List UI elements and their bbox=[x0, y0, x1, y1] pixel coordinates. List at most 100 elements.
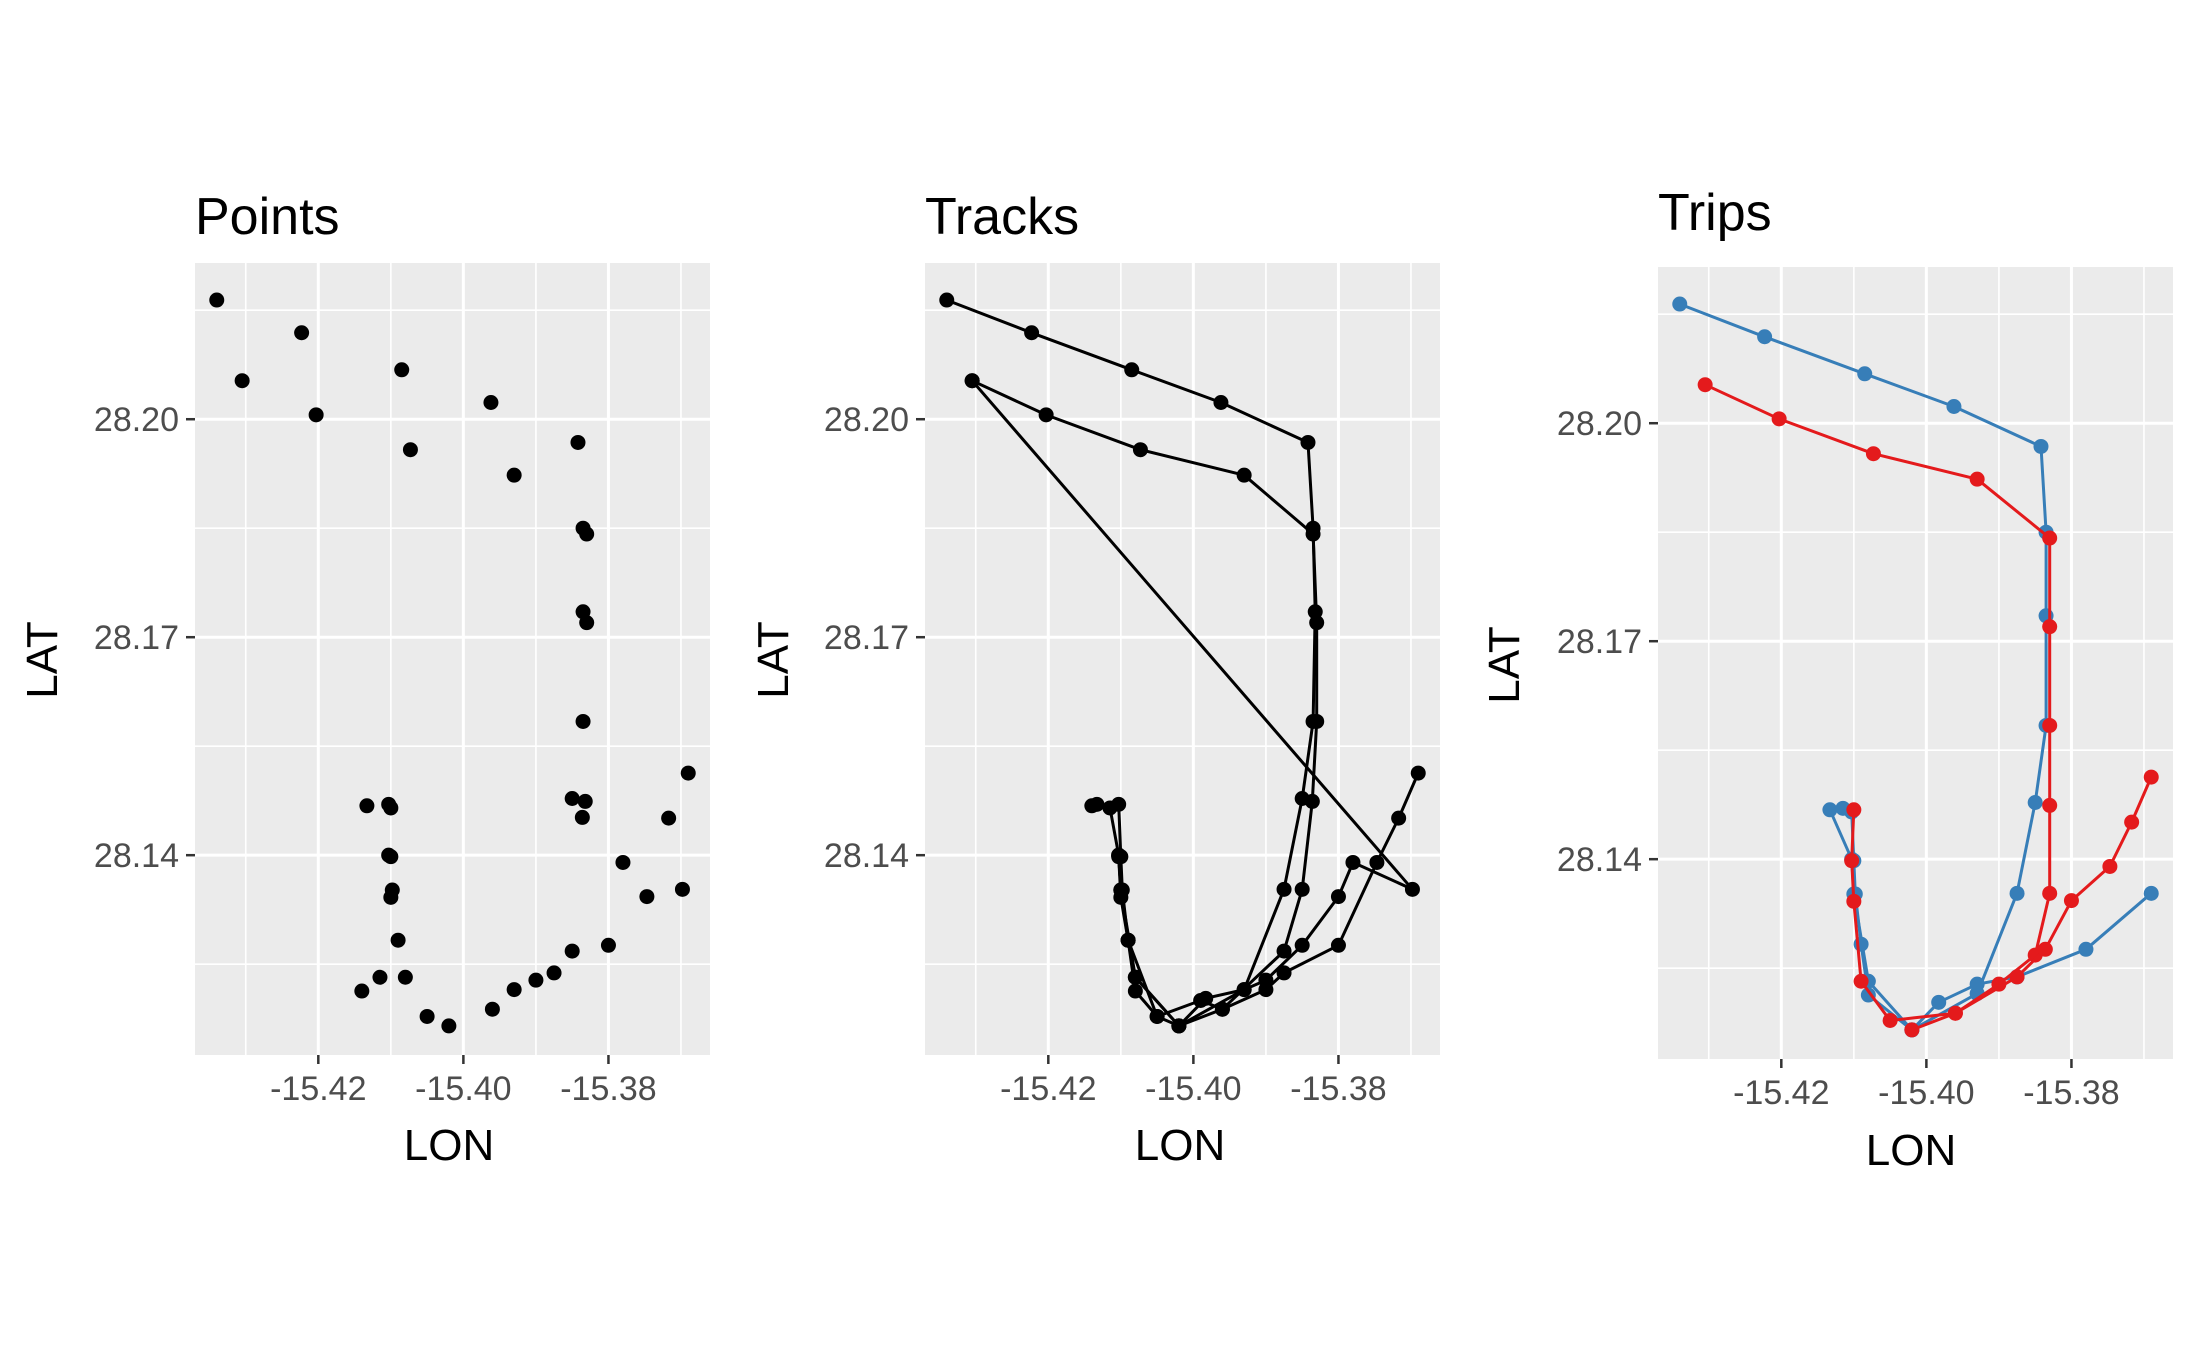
data-point bbox=[2027, 795, 2043, 811]
data-point bbox=[2042, 717, 2058, 733]
data-point bbox=[2009, 969, 2025, 985]
trips-panel: Trips LON LAT -15.42 -15.40 -15.38 28.14 28.… bbox=[1480, 184, 2173, 1175]
panel-title-points: Points bbox=[195, 188, 340, 246]
data-point bbox=[2078, 941, 2094, 957]
data-point bbox=[483, 395, 499, 411]
data-point bbox=[600, 937, 616, 953]
data-point bbox=[308, 407, 324, 423]
y-tick-label: 28.17 bbox=[94, 619, 179, 657]
data-point bbox=[546, 965, 562, 981]
x-tick-label: -15.42 bbox=[1733, 1074, 1829, 1112]
data-point bbox=[939, 292, 955, 308]
x-tick-label: -15.38 bbox=[2023, 1074, 2119, 1112]
data-point bbox=[674, 881, 690, 897]
data-point bbox=[1882, 1012, 1898, 1028]
y-tick-label: 28.14 bbox=[94, 837, 179, 875]
data-point bbox=[639, 889, 655, 905]
data-point bbox=[390, 932, 406, 948]
points-panel: Points LON LAT -15.42 -15.40 -15.38 28.14 28… bbox=[18, 188, 710, 1170]
data-point bbox=[419, 1008, 435, 1024]
data-point bbox=[1294, 881, 1310, 897]
panel-title-tracks: Tracks bbox=[925, 188, 1079, 246]
data-point bbox=[2124, 814, 2140, 830]
x-tick-label: -15.42 bbox=[270, 1070, 366, 1108]
data-point bbox=[1822, 802, 1838, 818]
data-point bbox=[394, 362, 410, 378]
data-point bbox=[1757, 329, 1773, 345]
data-point bbox=[1410, 765, 1426, 781]
data-point bbox=[2033, 438, 2049, 454]
data-point bbox=[577, 793, 593, 809]
data-point bbox=[2143, 885, 2159, 901]
tracks-panel: Tracks LON LAT -15.42 -15.40 -15.38 28.14 28… bbox=[749, 188, 1440, 1170]
data-point bbox=[570, 434, 586, 450]
data-point bbox=[575, 713, 591, 729]
data-point bbox=[1969, 471, 1985, 487]
x-tick-label: -15.40 bbox=[1878, 1074, 1974, 1112]
data-point bbox=[1276, 881, 1292, 897]
data-point bbox=[1345, 854, 1361, 870]
y-tick-label: 28.17 bbox=[824, 619, 909, 657]
data-point bbox=[1294, 937, 1310, 953]
data-point bbox=[294, 325, 310, 341]
data-point bbox=[359, 798, 375, 814]
data-point bbox=[1127, 983, 1143, 999]
data-point bbox=[484, 1001, 500, 1017]
data-point bbox=[1330, 937, 1346, 953]
data-point bbox=[1931, 994, 1947, 1010]
data-point bbox=[564, 943, 580, 959]
data-point bbox=[1084, 798, 1100, 814]
data-point bbox=[1309, 615, 1325, 631]
data-point bbox=[397, 969, 413, 985]
data-point bbox=[2042, 797, 2058, 813]
data-point bbox=[1304, 793, 1320, 809]
data-point bbox=[1991, 976, 2007, 992]
data-point bbox=[1947, 1005, 1963, 1021]
data-point bbox=[1305, 526, 1321, 542]
data-point bbox=[564, 791, 580, 807]
data-point bbox=[2063, 893, 2079, 909]
data-point bbox=[1300, 434, 1316, 450]
data-point bbox=[1276, 965, 1292, 981]
y-axis-title: LAT bbox=[18, 621, 67, 698]
data-point bbox=[964, 373, 980, 389]
data-point bbox=[1309, 713, 1325, 729]
y-tick-label: 28.14 bbox=[824, 837, 909, 875]
data-point bbox=[381, 796, 397, 812]
data-point bbox=[2102, 858, 2118, 874]
y-tick-label: 28.20 bbox=[1557, 405, 1642, 443]
x-tick-label: -15.42 bbox=[1000, 1070, 1096, 1108]
data-point bbox=[1844, 853, 1860, 869]
data-point bbox=[1149, 1008, 1165, 1024]
data-point bbox=[1214, 1001, 1230, 1017]
data-point bbox=[354, 983, 370, 999]
x-tick-label: -15.38 bbox=[560, 1070, 656, 1108]
data-point bbox=[1865, 446, 1881, 462]
data-point bbox=[506, 467, 522, 483]
data-point bbox=[1193, 993, 1209, 1009]
plot-background bbox=[195, 263, 710, 1055]
data-point bbox=[2009, 885, 2025, 901]
plot-background bbox=[1658, 267, 2173, 1059]
data-point bbox=[1853, 973, 1869, 989]
data-point bbox=[209, 292, 225, 308]
data-point bbox=[2042, 619, 2058, 635]
y-axis-title: LAT bbox=[749, 621, 798, 698]
data-point bbox=[615, 854, 631, 870]
data-point bbox=[1024, 325, 1040, 341]
y-tick-label: 28.20 bbox=[824, 401, 909, 439]
data-point bbox=[1111, 796, 1127, 812]
data-point bbox=[372, 969, 388, 985]
data-point bbox=[1038, 407, 1054, 423]
data-point bbox=[441, 1018, 457, 1034]
data-point bbox=[1330, 889, 1346, 905]
data-point bbox=[579, 526, 595, 542]
data-point bbox=[2037, 941, 2053, 957]
data-point bbox=[574, 809, 590, 825]
data-point bbox=[661, 810, 677, 826]
data-point bbox=[1111, 849, 1127, 865]
data-point bbox=[383, 889, 399, 905]
data-point bbox=[2042, 530, 2058, 546]
y-tick-label: 28.14 bbox=[1557, 841, 1642, 879]
data-point bbox=[1860, 987, 1876, 1003]
